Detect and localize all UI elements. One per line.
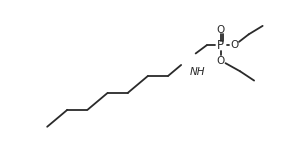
Text: O: O (217, 56, 225, 66)
Text: P: P (217, 39, 224, 52)
Text: O: O (231, 40, 239, 50)
Text: NH: NH (190, 67, 205, 77)
Text: O: O (217, 25, 225, 35)
